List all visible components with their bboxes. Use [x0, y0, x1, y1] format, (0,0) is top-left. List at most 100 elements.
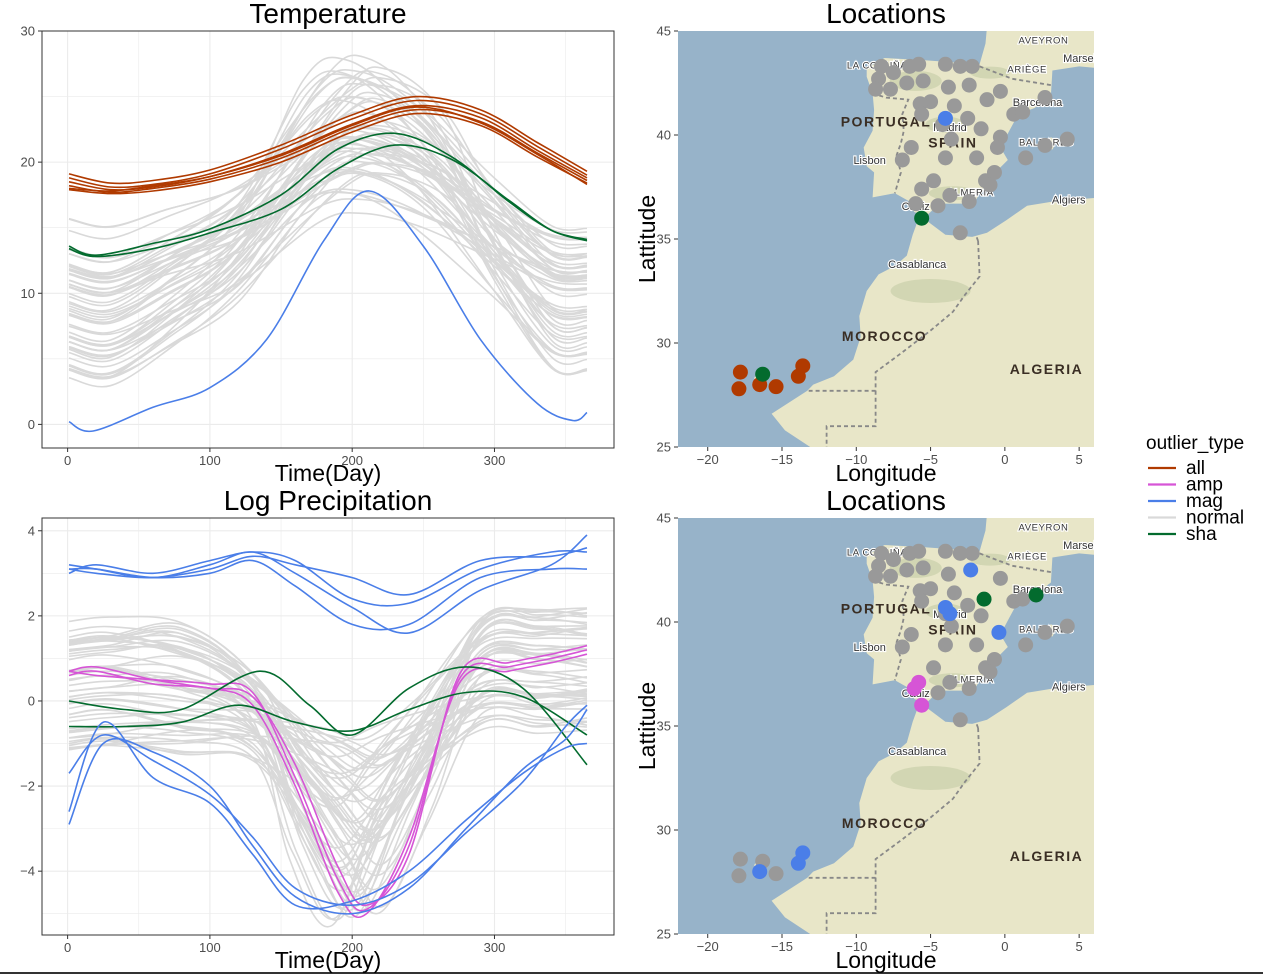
map-label-region: ALMERÍA	[948, 674, 994, 685]
x-tick-label: 200	[341, 453, 363, 468]
normal-curve	[68, 675, 588, 844]
point-normal	[1015, 591, 1031, 607]
point-normal	[973, 121, 989, 137]
point-normal	[942, 674, 958, 690]
series-lines	[68, 534, 588, 928]
legend-label-normal: normal	[1186, 508, 1244, 529]
normal-curve	[68, 634, 588, 779]
series-line-amp	[68, 644, 588, 907]
point-normal	[894, 639, 910, 655]
x-tick-label: −10	[845, 452, 867, 467]
map-label-country: MOROCCO	[842, 328, 927, 344]
point-normal	[768, 866, 784, 882]
series-line-amp	[68, 649, 588, 912]
terrain-shade	[970, 66, 1010, 79]
point-mag	[942, 606, 958, 622]
map-label-city: Algiers	[1052, 195, 1086, 207]
normal-curve	[68, 655, 588, 809]
point-normal	[868, 81, 884, 97]
x-tick-label: 100	[199, 453, 221, 468]
point-normal	[961, 194, 977, 210]
point-all	[795, 358, 811, 374]
point-normal	[914, 593, 930, 609]
series-line-all	[68, 95, 588, 185]
map-label-country: PORTUGAL	[841, 114, 932, 130]
y-tick-label: 35	[657, 719, 671, 734]
border-coast-stub	[975, 723, 979, 729]
point-normal	[1018, 150, 1034, 166]
point-normal	[915, 73, 931, 89]
x-tick-label: −5	[923, 452, 938, 467]
series-line-amp	[68, 653, 588, 919]
border-coast-stub	[975, 236, 979, 242]
point-normal	[973, 608, 989, 624]
normal-curve	[68, 137, 588, 316]
map-label-city: Lisbon	[853, 155, 885, 167]
normal-curve	[68, 99, 588, 338]
point-normal	[908, 196, 924, 212]
point-normal	[961, 77, 977, 93]
normal-curve	[68, 211, 588, 336]
point-normal	[874, 58, 890, 74]
point-all	[731, 381, 747, 397]
normal-curve	[68, 155, 588, 313]
y-tick-label: 0	[28, 417, 35, 432]
point-normal	[940, 79, 956, 95]
normal-curve	[68, 146, 588, 388]
x-tick-label: −10	[845, 939, 867, 954]
legend-label-sha: sha	[1186, 524, 1217, 545]
y-axis-label: Lattitude	[634, 682, 660, 770]
y-tick-label: 30	[657, 336, 671, 351]
normal-curve	[68, 618, 588, 898]
point-normal	[731, 868, 747, 884]
chart-panel-2: 0 100 200 300 −4 −2 0 2 4 Log Precipitation Time(D…	[20, 485, 615, 973]
y-tick-label: 30	[657, 823, 671, 838]
point-sha	[755, 366, 771, 382]
normal-curve	[68, 630, 588, 877]
point-sha	[914, 210, 930, 226]
axis-ticks: −20 −15 −10 −5 0 5 25 30 35 40 45	[657, 511, 1083, 955]
point-normal	[992, 83, 1008, 99]
point-normal	[903, 139, 919, 155]
point-all	[732, 364, 748, 380]
normal-curve	[68, 625, 588, 811]
normal-curve	[68, 708, 588, 878]
point-normal	[1037, 90, 1053, 106]
points	[731, 56, 1075, 397]
point-normal	[882, 81, 898, 97]
map-label-city: Casablanca	[888, 746, 947, 758]
x-tick-label: 300	[484, 453, 506, 468]
normal-curve	[68, 172, 588, 357]
point-mag	[991, 624, 1007, 640]
point-normal	[914, 181, 930, 197]
panel-border	[41, 30, 615, 449]
normal-curve	[68, 140, 588, 376]
x-tick-label: −15	[771, 452, 793, 467]
point-normal	[969, 150, 985, 166]
page-bottom-rule	[0, 972, 1263, 974]
x-tick-label: 100	[199, 940, 221, 955]
x-tick-label: 0	[64, 940, 71, 955]
normal-curve	[68, 162, 588, 294]
y-tick-label: 20	[21, 155, 35, 170]
point-normal	[952, 545, 968, 561]
point-normal	[960, 597, 976, 613]
series-line-mag	[68, 704, 588, 907]
point-normal	[874, 545, 890, 561]
series-line-sha	[68, 144, 588, 258]
y-tick-label: 45	[657, 511, 671, 526]
normal-curve	[68, 615, 588, 831]
chart-panel-1: 0 100 200 300 0 10 20 30 Temperature Time(Day)	[21, 0, 615, 486]
x-tick-label: −5	[923, 939, 938, 954]
point-normal	[899, 75, 915, 91]
point-mag	[752, 864, 768, 880]
axis-ticks: 0 100 200 300 0 10 20 30	[21, 24, 506, 469]
chart-title: Log Precipitation	[224, 485, 433, 516]
normal-curve	[68, 147, 588, 284]
terrain-shade	[970, 553, 1010, 566]
map-label-city: Algiers	[1052, 682, 1086, 694]
point-normal	[732, 851, 748, 867]
normal-curve	[68, 82, 588, 347]
